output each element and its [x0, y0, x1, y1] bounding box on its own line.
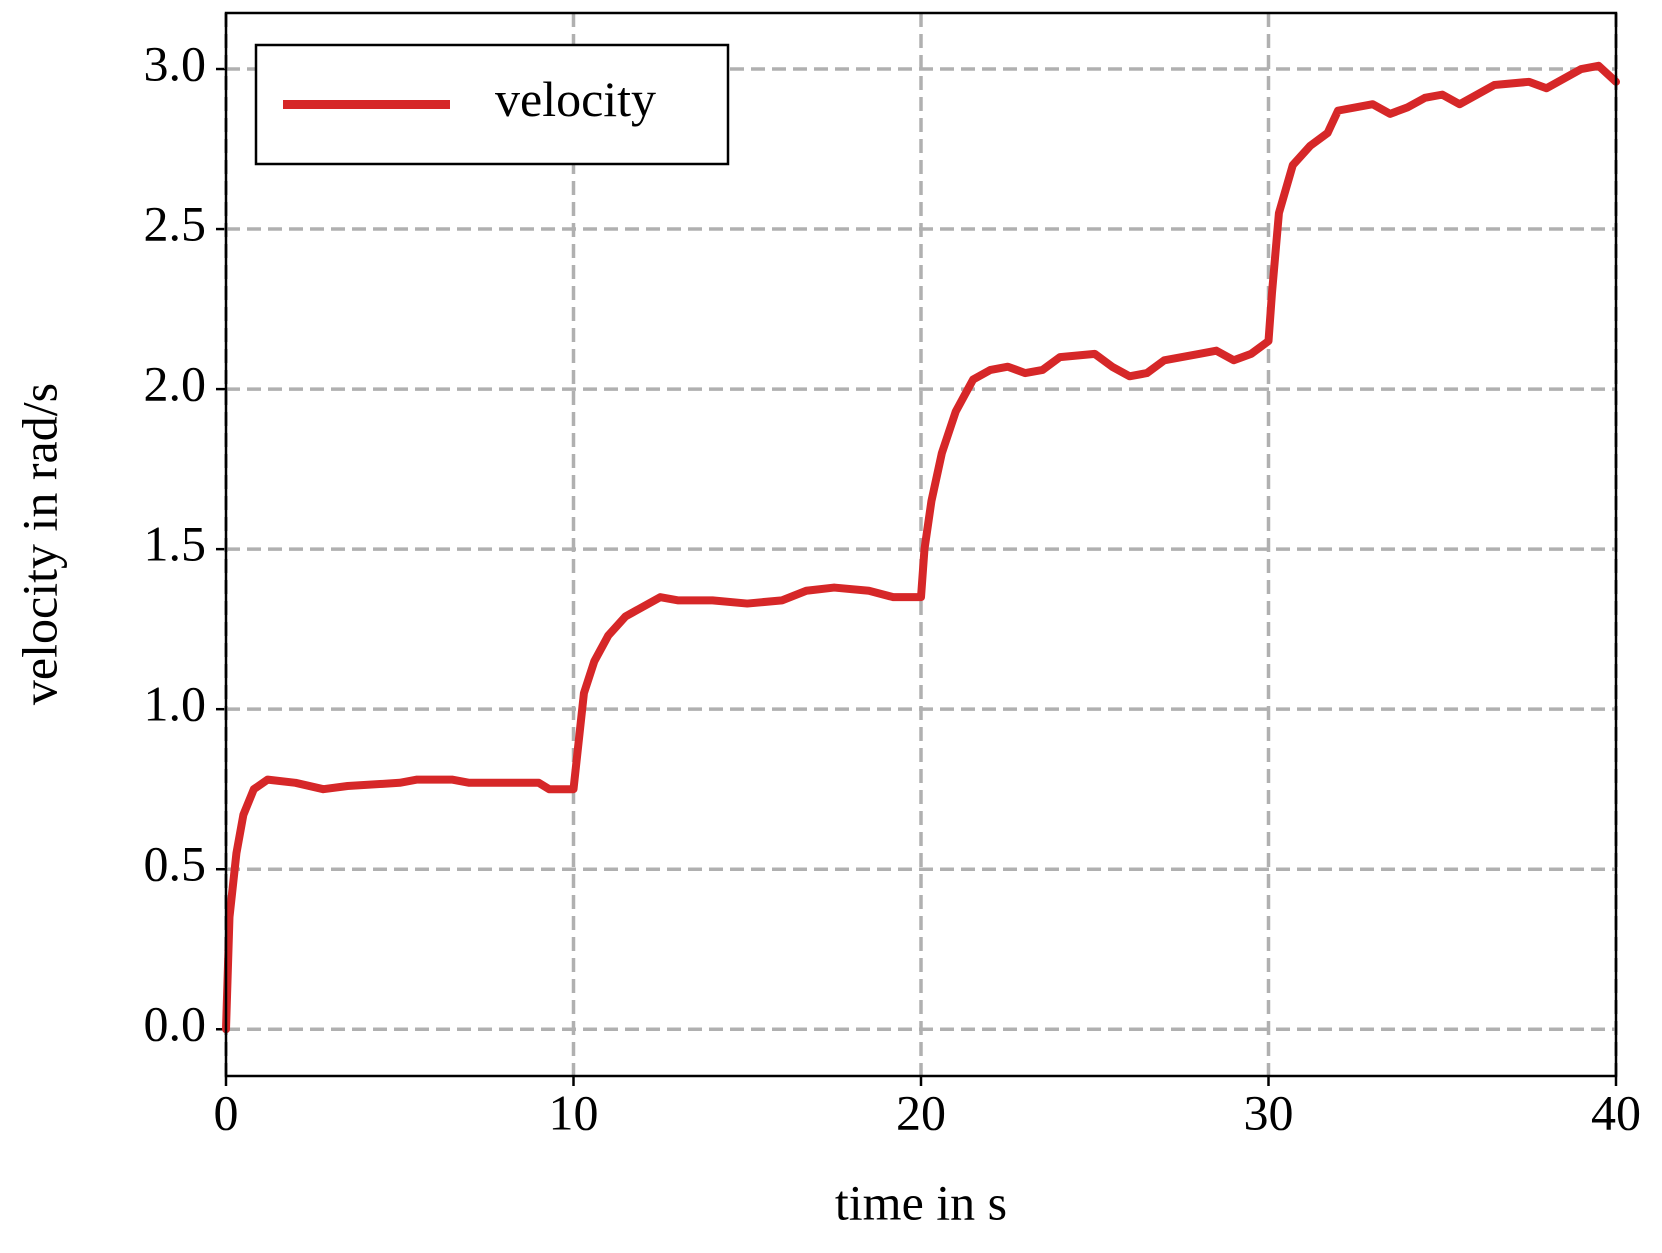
y-tick-label: 2.5: [144, 196, 207, 252]
x-tick-label: 10: [549, 1084, 599, 1140]
y-tick-label: 2.0: [144, 356, 207, 412]
legend-label: velocity: [495, 71, 656, 127]
y-tick-label: 3.0: [144, 35, 207, 91]
x-tick-label: 30: [1244, 1084, 1294, 1140]
y-axis-label: velocity in rad/s: [11, 383, 67, 705]
y-tick-label: 0.5: [144, 836, 207, 892]
y-tick-label: 1.5: [144, 516, 207, 572]
x-tick-label: 40: [1591, 1084, 1641, 1140]
y-tick-label: 1.0: [144, 676, 207, 732]
x-tick-label: 0: [214, 1084, 239, 1140]
line: [222, 61, 1620, 1034]
x-axis-label: time in s: [835, 1174, 1007, 1230]
plot-frame: [224, 11, 1618, 1078]
y-tick-label: 0.0: [144, 996, 207, 1052]
x-tick-label: 20: [896, 1084, 946, 1140]
